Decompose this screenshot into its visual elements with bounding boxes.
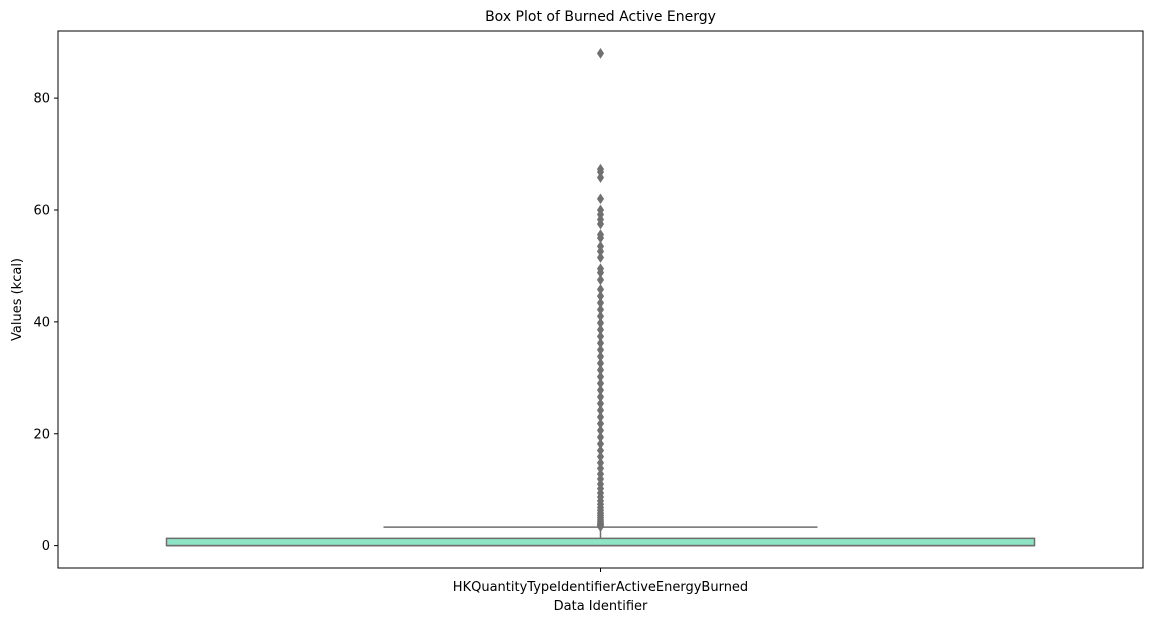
- outlier-point: [596, 451, 605, 463]
- outlier-point: [596, 163, 605, 175]
- outlier-point: [596, 463, 605, 474]
- outlier-point: [596, 391, 605, 403]
- outlier-point: [596, 438, 605, 450]
- outlier-point: [596, 364, 605, 376]
- y-tick-label: 20: [33, 427, 50, 442]
- outlier-point: [596, 310, 605, 322]
- y-tick-label: 80: [33, 92, 50, 107]
- y-tick-label: 0: [42, 539, 50, 554]
- outlier-point: [596, 398, 605, 409]
- outlier-point: [596, 425, 605, 436]
- outlier-point: [596, 431, 605, 443]
- y-tick-label: 60: [33, 204, 50, 219]
- outlier-point: [596, 404, 605, 416]
- outlier-point: [596, 204, 605, 216]
- outlier-point: [596, 297, 605, 309]
- outlier-point: [596, 411, 605, 423]
- y-tick-label: 40: [33, 315, 50, 330]
- outlier-point: [596, 290, 605, 302]
- outlier-point: [596, 48, 605, 59]
- chart-title: Box Plot of Burned Active Energy: [485, 9, 716, 25]
- outlier-point: [596, 263, 605, 275]
- outlier-point: [596, 457, 605, 469]
- outlier-point: [596, 418, 605, 430]
- outlier-point: [596, 344, 605, 356]
- x-axis-label: Data Identifier: [554, 599, 648, 614]
- outlier-point: [596, 252, 605, 263]
- outlier-point: [596, 172, 605, 183]
- x-tick-label: HKQuantityTypeIdentifierActiveEnergyBurn…: [453, 580, 748, 595]
- box-iqr: [165, 537, 1036, 547]
- outlier-point: [596, 357, 605, 369]
- outlier-point: [596, 468, 605, 480]
- outlier-point: [596, 384, 605, 396]
- outlier-point: [596, 324, 605, 336]
- outlier-point: [596, 274, 605, 286]
- outlier-point: [596, 229, 605, 240]
- outlier-point: [596, 331, 605, 342]
- x-axis: HKQuantityTypeIdentifierActiveEnergyBurn…: [453, 568, 748, 595]
- outlier-point: [596, 304, 605, 315]
- outlier-point: [596, 284, 605, 295]
- outlier-point: [596, 193, 605, 205]
- outlier-point: [596, 337, 605, 349]
- outlier-point: [596, 445, 605, 456]
- outlier-point: [596, 378, 605, 389]
- outlier-point: [596, 351, 605, 362]
- outlier-point: [596, 317, 605, 329]
- y-axis: 0 20 40 60 80: [33, 92, 58, 554]
- plot-area: [165, 48, 1036, 547]
- y-axis-label: Values (kcal): [10, 258, 25, 341]
- outlier-point: [596, 371, 605, 383]
- outlier-point: [596, 241, 605, 252]
